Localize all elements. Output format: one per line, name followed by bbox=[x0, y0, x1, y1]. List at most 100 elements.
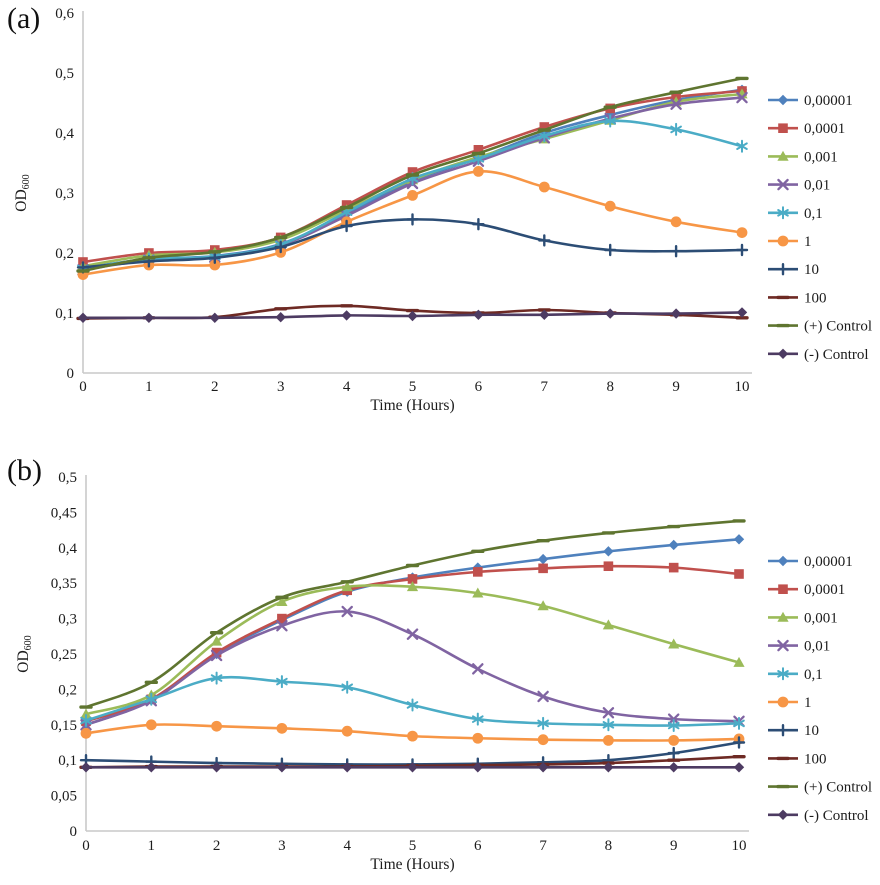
asterisk-marker-icon bbox=[602, 721, 615, 729]
circle-marker-icon bbox=[341, 725, 353, 737]
panel-label-b: (b) bbox=[7, 454, 42, 487]
square-marker-icon bbox=[603, 561, 614, 572]
square-marker-icon bbox=[538, 563, 548, 574]
x-tick-label: 1 bbox=[145, 379, 153, 395]
series-control bbox=[79, 519, 746, 709]
series-control bbox=[80, 762, 745, 773]
legend-item-0-0001: 0,0001 bbox=[768, 121, 845, 137]
legend-item-0-001: 0,001 bbox=[768, 610, 838, 626]
circle-marker-icon bbox=[145, 719, 157, 731]
x-tick-label: 7 bbox=[541, 379, 549, 395]
diamond-marker-icon bbox=[341, 310, 352, 321]
circle-marker-icon bbox=[537, 734, 549, 746]
triangle-marker-icon bbox=[80, 708, 92, 719]
diamond-marker-icon bbox=[668, 762, 679, 773]
diamond-marker-icon bbox=[733, 534, 745, 545]
legend-item-control: (-) Control bbox=[768, 347, 869, 363]
square-marker-icon bbox=[277, 613, 287, 624]
y-tick-label: 0,2 bbox=[58, 682, 77, 698]
asterisk-marker-icon bbox=[145, 695, 158, 704]
x-marker-icon bbox=[341, 605, 353, 618]
diamond-marker-icon bbox=[777, 809, 789, 820]
series-line bbox=[81, 218, 744, 269]
diamond-marker-icon bbox=[777, 348, 789, 359]
asterisk-marker-icon bbox=[210, 674, 223, 682]
diamond-marker-icon bbox=[211, 762, 222, 773]
circle-marker-icon bbox=[670, 216, 682, 228]
diamond-marker-icon bbox=[603, 546, 614, 557]
series-1 bbox=[80, 719, 745, 746]
square-marker-icon bbox=[407, 574, 418, 584]
legend-label: (-) Control bbox=[804, 808, 869, 824]
triangle-marker-icon bbox=[668, 638, 680, 649]
diamond-marker-icon bbox=[209, 312, 220, 323]
circle-marker-icon bbox=[209, 259, 221, 271]
x-tick-label: 8 bbox=[605, 838, 613, 854]
diamond-marker-icon bbox=[777, 555, 789, 567]
diamond-marker-icon bbox=[77, 312, 89, 323]
chart-a: 0 0,1 0,2 0,3 0,4 0,5 0,6 0 1 2 3 4 5 6 7 8 9 10 Time (Hou… bbox=[13, 6, 872, 414]
triangle-marker-icon bbox=[341, 581, 353, 592]
triangle-marker-icon bbox=[777, 150, 789, 161]
diamond-marker-icon bbox=[146, 762, 157, 773]
y-tick-label: 0,2 bbox=[55, 246, 74, 262]
legend-label: 0,0001 bbox=[804, 121, 845, 137]
asterisk-marker-icon bbox=[777, 670, 789, 678]
x-marker-icon bbox=[472, 663, 484, 675]
legend-label: (+) Control bbox=[804, 319, 872, 335]
series-0-1 bbox=[80, 671, 745, 733]
y-tick-label: 0,25 bbox=[51, 647, 77, 663]
x-tick-label: 4 bbox=[343, 379, 351, 395]
asterisk-marker-icon bbox=[80, 716, 92, 725]
legend-item-control: (-) Control bbox=[768, 808, 869, 824]
legend-label: (+) Control bbox=[804, 780, 872, 796]
legend-label: 0,001 bbox=[804, 149, 838, 165]
x-marker-icon bbox=[777, 639, 789, 652]
x-tick-label: 1 bbox=[148, 838, 156, 854]
x-tick-label: 5 bbox=[409, 379, 417, 395]
circle-marker-icon bbox=[472, 732, 484, 744]
series-10 bbox=[76, 213, 749, 274]
x-marker-icon bbox=[777, 178, 789, 191]
circle-marker-icon bbox=[473, 166, 484, 177]
legend-item-control: (+) Control bbox=[768, 319, 872, 335]
series-line bbox=[84, 584, 741, 716]
diamond-marker-icon bbox=[668, 539, 679, 551]
x-tick-label: 9 bbox=[670, 838, 678, 854]
legend-label: 0,00001 bbox=[804, 554, 853, 570]
legend-label: 0,1 bbox=[804, 206, 823, 222]
legend-item-1: 1 bbox=[768, 234, 812, 250]
legend-label: 0,00001 bbox=[804, 93, 853, 109]
x-tick-label: 6 bbox=[474, 838, 482, 854]
y-tick-label: 0,1 bbox=[58, 753, 77, 769]
x-tick-label: 7 bbox=[539, 838, 547, 854]
circle-marker-icon bbox=[777, 696, 789, 708]
y-tick-label: 0,5 bbox=[55, 66, 74, 82]
asterisk-marker-icon bbox=[537, 719, 549, 728]
triangle-marker-icon bbox=[276, 596, 288, 607]
legend-label: 0,1 bbox=[804, 667, 823, 683]
diamond-marker-icon bbox=[407, 762, 418, 773]
legend-label: 1 bbox=[804, 234, 812, 250]
legend: 0,00001 0,0001 0,001 0,01 0,1 1 10 100 (+) Contr… bbox=[768, 554, 872, 824]
legend: 0,00001 0,0001 0,001 0,01 0,1 1 10 100 (+) Contr… bbox=[768, 93, 872, 363]
asterisk-marker-icon bbox=[733, 719, 745, 728]
x-tick-label: 9 bbox=[672, 379, 680, 395]
diamond-marker-icon bbox=[539, 309, 550, 320]
y-tick-label: 0,3 bbox=[58, 612, 77, 628]
legend-label: 0,01 bbox=[804, 178, 830, 194]
asterisk-marker-icon bbox=[472, 155, 485, 163]
square-marker-icon bbox=[473, 567, 483, 577]
diamond-marker-icon bbox=[342, 762, 353, 773]
legend-label: 0,001 bbox=[804, 610, 838, 626]
legend-label: 100 bbox=[804, 290, 827, 306]
square-marker-icon bbox=[407, 167, 418, 177]
asterisk-marker-icon bbox=[340, 208, 353, 216]
square-marker-icon bbox=[778, 123, 788, 133]
diamond-marker-icon bbox=[80, 762, 92, 773]
series-control bbox=[76, 76, 749, 273]
y-tick-label: 0,5 bbox=[58, 470, 77, 486]
legend-label: 10 bbox=[804, 262, 819, 278]
series-0-001 bbox=[80, 581, 745, 719]
